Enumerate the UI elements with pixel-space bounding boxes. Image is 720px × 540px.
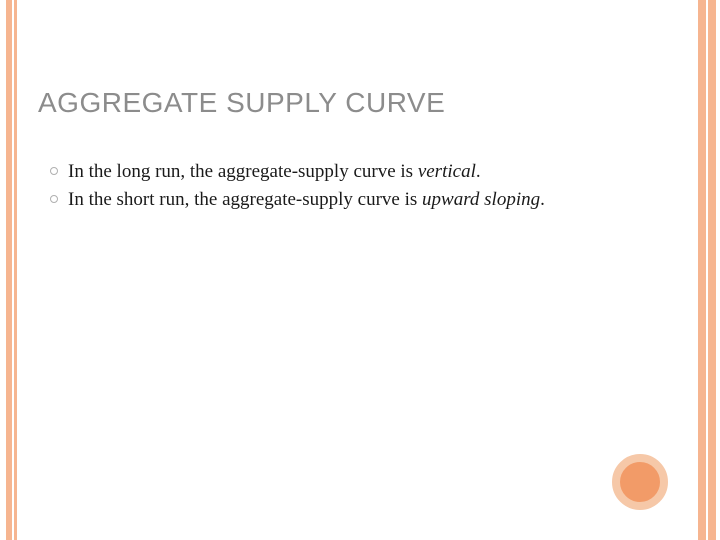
bullet-icon — [50, 195, 58, 203]
bullet-icon — [50, 167, 58, 175]
list-item-text: In the long run, the aggregate-supply cu… — [68, 160, 481, 184]
bullet-list: In the long run, the aggregate-supply cu… — [50, 160, 660, 216]
slide: AGGREGATE SUPPLY CURVE In the long run, … — [0, 0, 720, 540]
list-item: In the long run, the aggregate-supply cu… — [50, 160, 660, 184]
slide-title: AGGREGATE SUPPLY CURVE — [38, 87, 445, 119]
list-item-text: In the short run, the aggregate-supply c… — [68, 188, 545, 212]
accent-stripe — [698, 0, 706, 540]
accent-stripe — [14, 0, 17, 540]
circle-decoration — [612, 454, 668, 510]
accent-stripe — [6, 0, 12, 540]
list-item: In the short run, the aggregate-supply c… — [50, 188, 660, 212]
accent-stripe — [708, 0, 716, 540]
